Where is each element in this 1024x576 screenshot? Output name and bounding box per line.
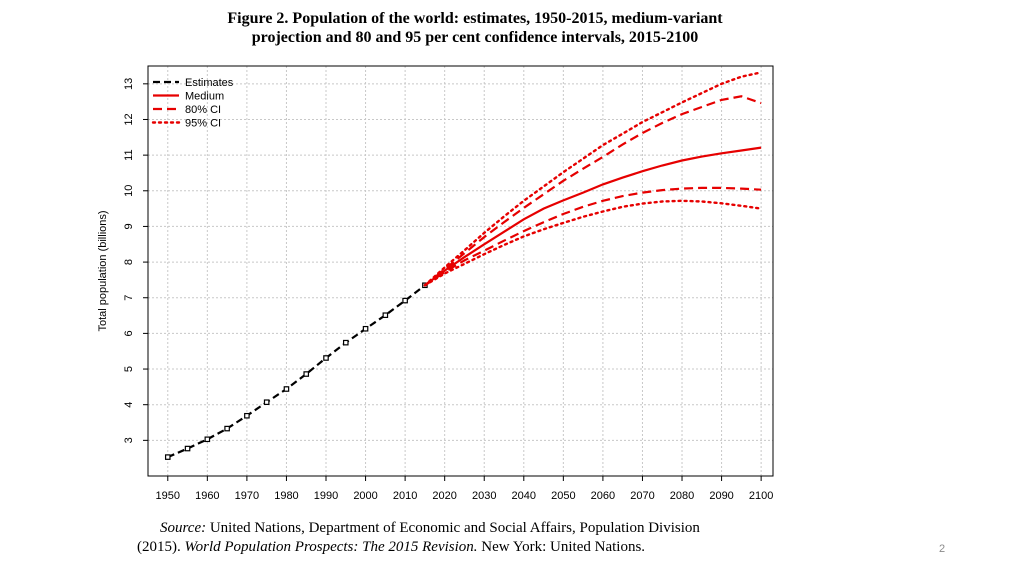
source-line-1: Source: United Nations, Department of Ec… xyxy=(160,519,700,537)
estimate-point xyxy=(283,386,290,392)
estimate-point xyxy=(362,325,369,332)
x-tick-label: 1950 xyxy=(156,490,180,502)
series-line-80-ci-upper xyxy=(424,95,762,287)
y-tick-label: 13 xyxy=(123,78,135,90)
series-line-estimates xyxy=(167,284,426,459)
plot-frame xyxy=(147,65,774,477)
source-label: Source: xyxy=(160,520,207,536)
series-line-95-ci-upper xyxy=(423,71,763,287)
series-line-80-ci-lower xyxy=(424,186,762,287)
source-line-2: (2015). World Population Prospects: The … xyxy=(137,538,645,556)
y-tick-label: 11 xyxy=(123,149,135,160)
y-tick-label: 12 xyxy=(123,113,135,125)
legend-label: Estimates xyxy=(185,77,234,89)
x-tick-label: 2020 xyxy=(432,490,456,502)
estimate-point xyxy=(184,445,191,452)
x-tick-label: 2100 xyxy=(749,490,773,502)
estimate-point xyxy=(263,399,270,406)
x-tick-label: 2010 xyxy=(393,490,417,502)
x-tick-label: 1980 xyxy=(274,490,298,502)
series-line-95-ci-lower xyxy=(423,199,763,287)
x-tick-label: 2080 xyxy=(670,490,694,502)
estimate-point xyxy=(323,355,329,361)
x-tick-label: 2000 xyxy=(353,490,377,502)
x-tick-label: 2090 xyxy=(709,490,733,502)
chart-title-line-2: projection and 80 and 95 per cent confid… xyxy=(251,29,699,46)
x-tick-label: 1960 xyxy=(195,490,219,502)
y-tick-label: 9 xyxy=(123,223,135,229)
x-tick-label: 2060 xyxy=(591,490,615,502)
x-tick-label: 2030 xyxy=(472,490,496,502)
grid xyxy=(148,66,773,476)
estimate-point xyxy=(204,436,211,443)
page-number: 2 xyxy=(939,543,946,555)
legend-label: 95% CI xyxy=(185,118,221,130)
estimate-point xyxy=(303,371,310,377)
estimate-point xyxy=(342,339,349,346)
x-tick-label: 2050 xyxy=(551,490,575,502)
x-tick-label: 2040 xyxy=(512,490,536,502)
source-year: (2015). xyxy=(137,539,185,555)
estimate-point xyxy=(224,425,230,432)
chart-title-line-1: Figure 2. Population of the world: estim… xyxy=(227,10,723,27)
source-text: United Nations, Department of Economic a… xyxy=(206,520,700,536)
y-axis-label: Total population (billions) xyxy=(97,210,109,331)
y-tick-label: 4 xyxy=(123,402,135,408)
source-publisher: New York: United Nations. xyxy=(477,539,646,555)
estimate-point xyxy=(164,454,171,460)
legend-label: 80% CI xyxy=(185,104,221,116)
series-layer xyxy=(164,71,763,460)
estimate-point xyxy=(382,312,389,319)
y-tick-label: 10 xyxy=(123,185,135,197)
source-publication: World Population Prospects: The 2015 Rev… xyxy=(184,539,478,555)
x-tick-label: 1990 xyxy=(314,490,338,502)
x-tick-label: 1970 xyxy=(235,490,259,502)
y-tick-label: 5 xyxy=(123,366,135,372)
y-tick-label: 8 xyxy=(123,259,135,265)
axes: 1950 1960 1970 1980 1990 2000 2010 2020 2030 2040… xyxy=(123,78,773,502)
y-tick-label: 6 xyxy=(123,330,135,336)
legend-label: Medium xyxy=(185,91,224,103)
estimate-point xyxy=(402,297,408,304)
y-tick-label: 3 xyxy=(123,437,135,443)
x-tick-label: 2070 xyxy=(630,490,654,502)
y-tick-label: 7 xyxy=(123,295,135,301)
series-line-medium xyxy=(424,146,762,287)
estimate-point xyxy=(244,412,250,419)
